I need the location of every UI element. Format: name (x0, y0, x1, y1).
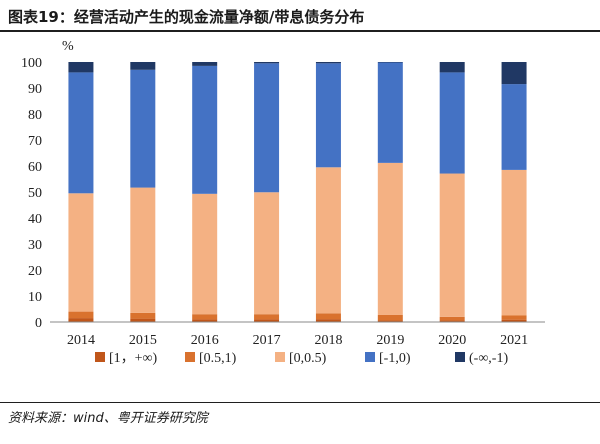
legend: [1，+∞) [0.5,1) [0,0.5) [-1,0) (-∞,-1) (95, 351, 508, 366)
footer-divider (0, 402, 600, 403)
y-tick-label: 20 (28, 264, 42, 279)
legend-label: [0.5,1) (199, 351, 237, 366)
bar-segment (68, 311, 94, 319)
y-tick-label: 100 (21, 56, 42, 71)
y-tick-label: 10 (28, 290, 42, 305)
bar-segment (68, 72, 94, 194)
bar-segment (439, 173, 465, 317)
y-tick-label: 30 (28, 238, 42, 253)
y-axis-label: % (62, 39, 74, 54)
bar-segment (130, 312, 156, 319)
bar-segment (439, 316, 465, 321)
bar-segment (439, 72, 465, 174)
bar-segment (315, 313, 341, 320)
bar-segment (315, 62, 341, 64)
bar-segment (254, 62, 280, 64)
y-tick-label: 80 (28, 108, 42, 123)
bar-segment (68, 193, 94, 312)
bar-segment (377, 62, 403, 163)
bars (68, 62, 527, 322)
bar-segment (501, 319, 527, 322)
y-tick-label: 90 (28, 82, 42, 97)
x-tick-label: 2016 (191, 333, 219, 348)
legend-label: [1，+∞) (109, 351, 158, 366)
title-divider (0, 30, 600, 32)
legend-label: [-1,0) (379, 351, 411, 366)
bar-segment (192, 319, 218, 322)
bar-segment (192, 314, 218, 320)
bar-segment (501, 315, 527, 320)
bar-segment (254, 192, 280, 315)
bar-segment (130, 69, 156, 188)
bar-segment (130, 318, 156, 322)
bar-segment (315, 319, 341, 322)
bar-segment (254, 63, 280, 193)
legend-label: [0,0.5) (289, 351, 327, 366)
bar-segment (68, 62, 94, 73)
x-tick-label: 2014 (67, 333, 95, 348)
bar-segment (130, 187, 156, 313)
source-note: 资料来源：wind、粤开证券研究院 (8, 411, 208, 426)
bar-segment (439, 62, 465, 73)
x-tick-label: 2021 (500, 333, 528, 348)
bar-segment (501, 84, 527, 170)
bar-segment (377, 314, 403, 321)
x-tick-label: 2019 (376, 333, 404, 348)
bar-segment (377, 62, 403, 63)
x-tick-label: 2018 (314, 333, 342, 348)
x-axis-ticks: 2014 2015 2016 2017 2018 2019 2020 2021 (67, 333, 528, 348)
y-tick-label: 0 (35, 316, 42, 331)
x-tick-label: 2015 (129, 333, 157, 348)
bar-segment (254, 314, 280, 320)
bar-segment (377, 320, 403, 322)
bar-segment (130, 62, 156, 70)
legend-swatch (455, 352, 465, 362)
bar-segment (192, 193, 218, 315)
bar-segment (501, 169, 527, 316)
legend-swatch (275, 352, 285, 362)
chart-header: 图表19：经营活动产生的现金流量净额/带息债务分布 (0, 0, 600, 34)
bar-segment (315, 167, 341, 314)
y-tick-label: 50 (28, 186, 42, 201)
bar-segment (254, 319, 280, 322)
legend-swatch (95, 352, 105, 362)
bar-segment (377, 162, 403, 315)
chart-title: 图表19：经营活动产生的现金流量净额/带息债务分布 (8, 8, 365, 26)
y-tick-label: 40 (28, 212, 42, 227)
bar-segment (68, 318, 94, 322)
x-tick-label: 2017 (253, 333, 281, 348)
y-axis-ticks: 0 10 20 30 40 50 60 70 80 90 100 (21, 56, 42, 331)
bar-segment (439, 320, 465, 322)
x-tick-label: 2020 (438, 333, 466, 348)
y-tick-label: 70 (28, 134, 42, 149)
y-tick-label: 60 (28, 160, 42, 175)
bar-segment (315, 63, 341, 168)
legend-swatch (365, 352, 375, 362)
legend-swatch (185, 352, 195, 362)
bar-segment (501, 62, 527, 85)
legend-label: (-∞,-1) (469, 351, 508, 366)
bar-segment (192, 65, 218, 194)
bar-segment (192, 62, 218, 66)
